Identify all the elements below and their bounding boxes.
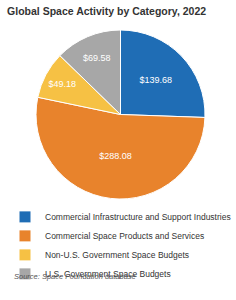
svg-text:$288.08: $288.08: [99, 151, 132, 161]
svg-text:$49.18: $49.18: [48, 79, 76, 89]
svg-text:U.S. Government Space Budgets: U.S. Government Space Budgets: [45, 269, 171, 279]
svg-text:Commercial Infrastructure and: Commercial Infrastructure and Support In…: [45, 212, 231, 222]
svg-text:Non-U.S. Government Space Budg: Non-U.S. Government Space Budgets: [45, 250, 189, 260]
svg-text:Commercial Space Products and: Commercial Space Products and Services: [45, 231, 204, 241]
svg-text:Global Space Activity by Categ: Global Space Activity by Category, 2022: [7, 5, 206, 17]
svg-text:$69.58: $69.58: [83, 53, 111, 63]
svg-text:Source: Space Foundation datab: Source: Space Foundation database: [14, 272, 136, 281]
svg-text:$139.68: $139.68: [140, 75, 173, 85]
